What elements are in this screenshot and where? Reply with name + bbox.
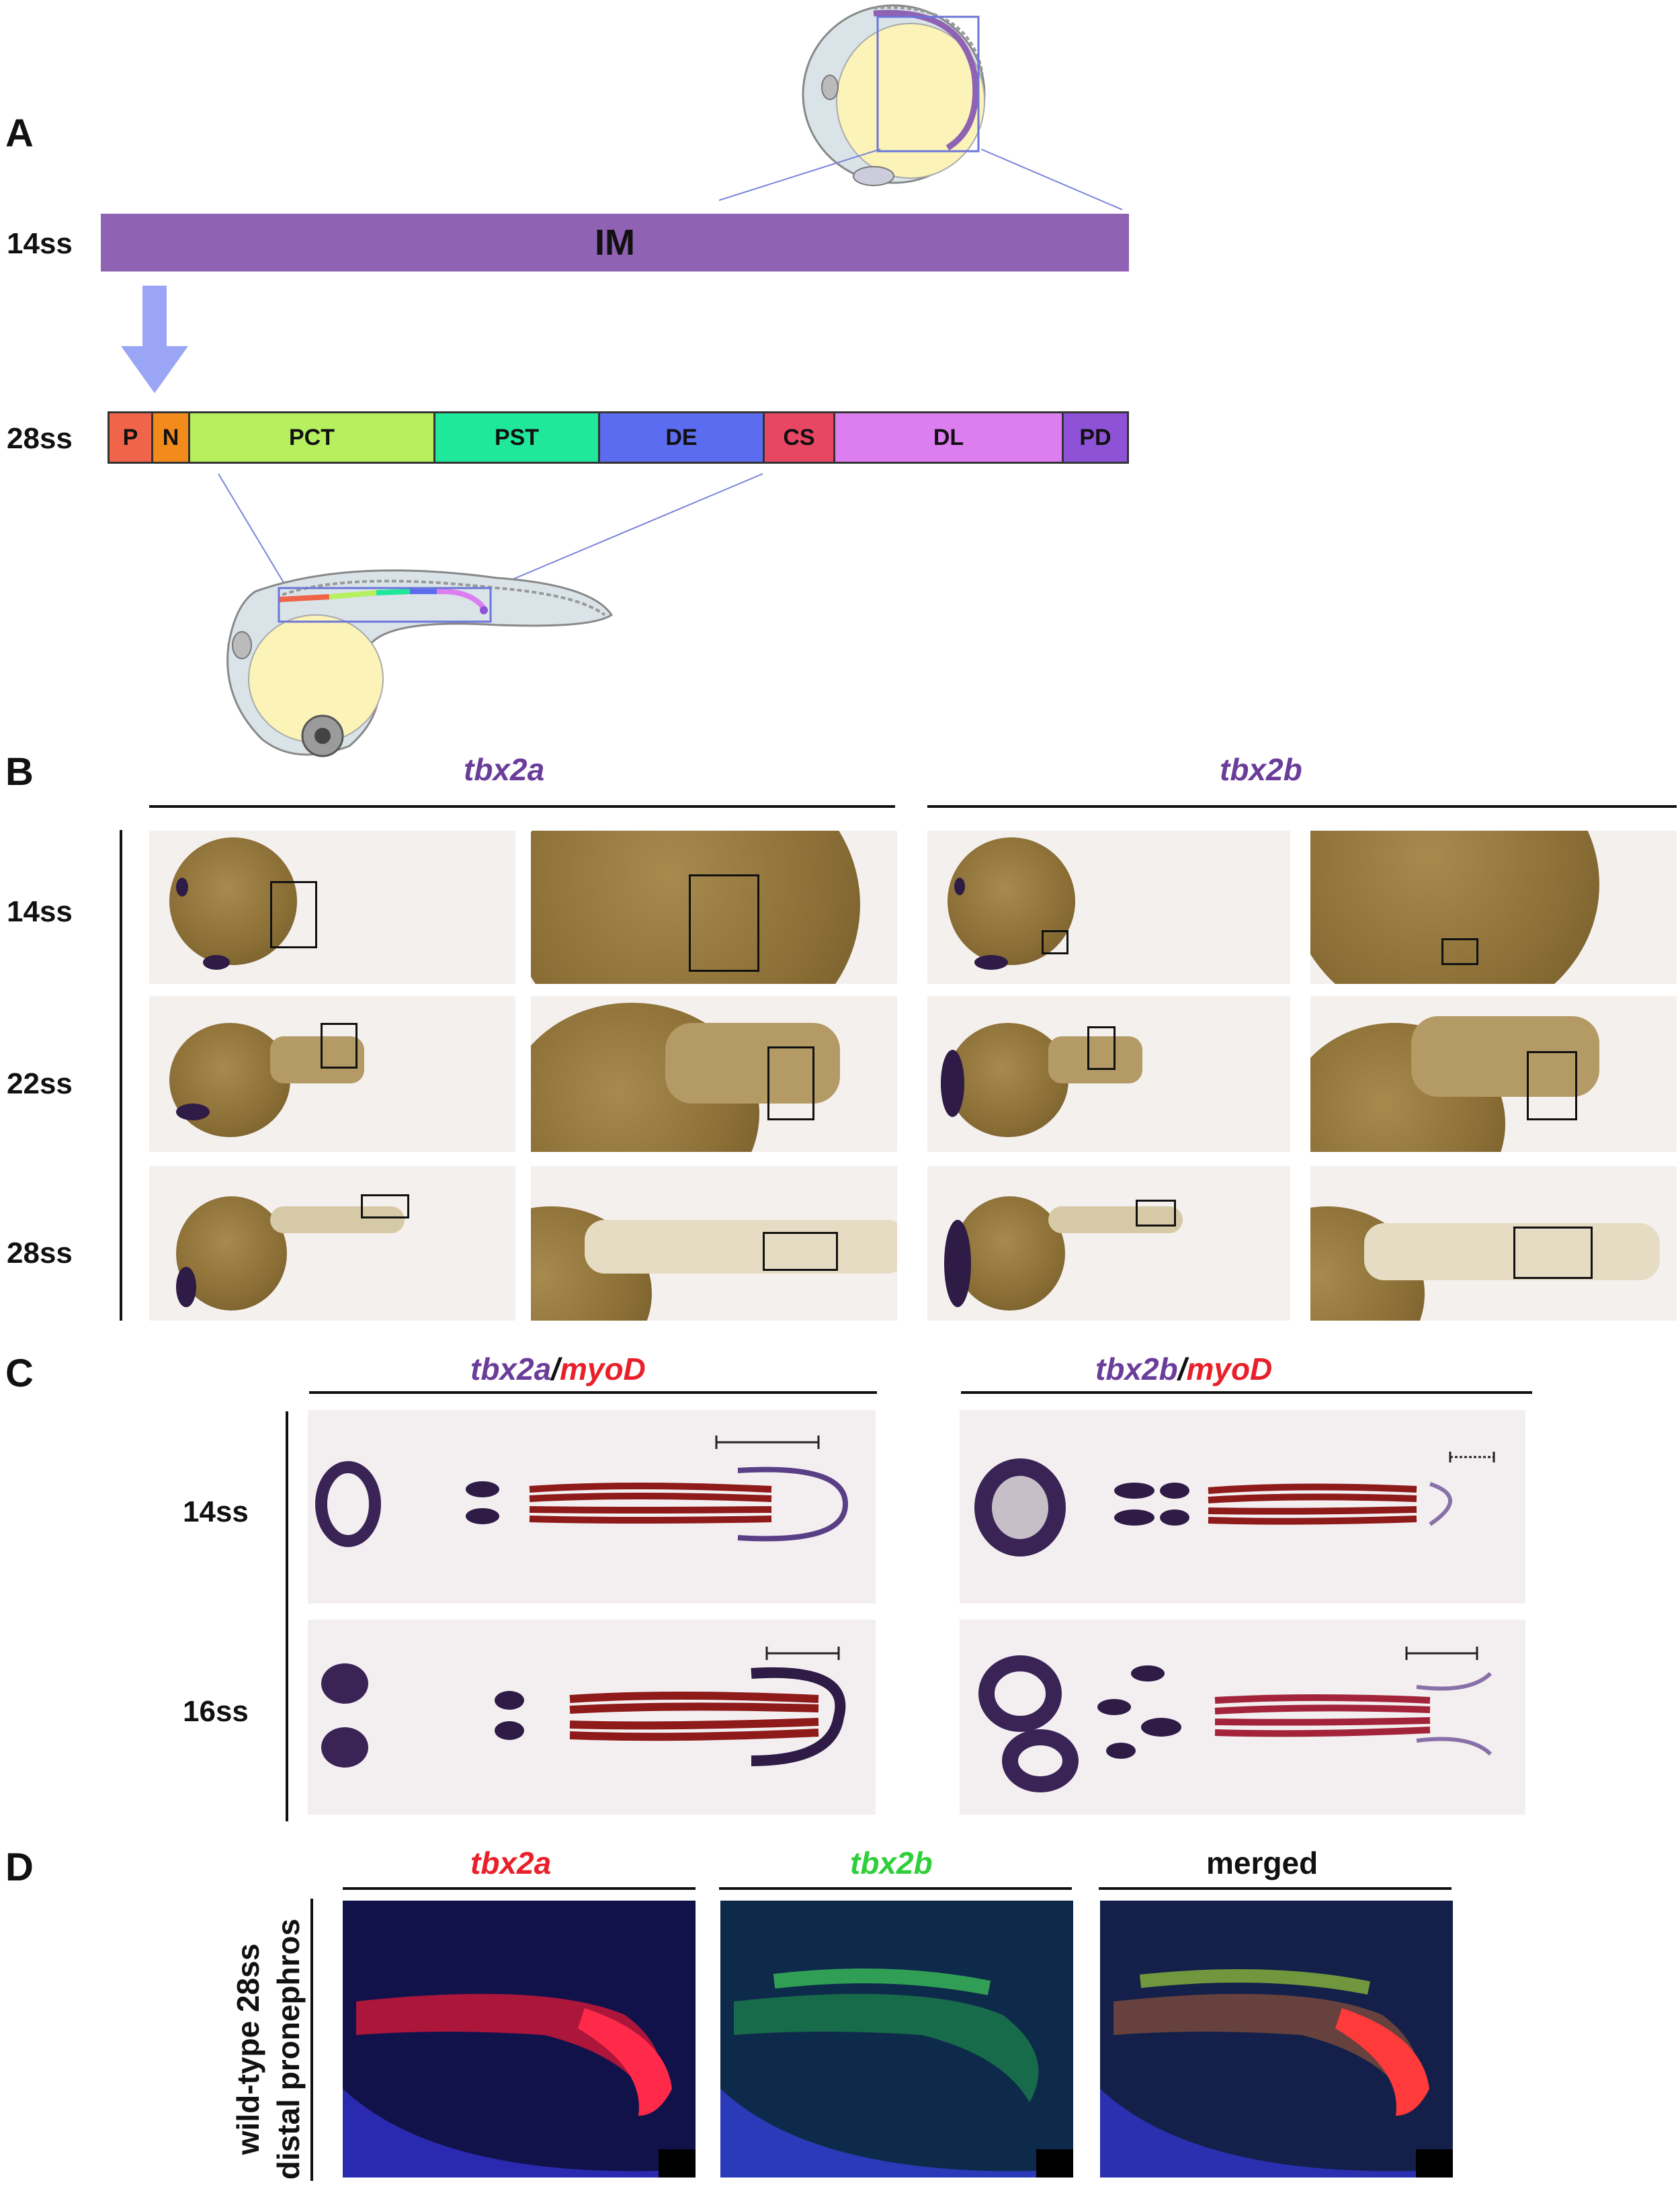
stage-28ss-label: 28ss <box>7 422 73 455</box>
b-photo-tbx2a-28ss-whole <box>149 1166 515 1321</box>
panel-c-side-rule <box>286 1411 288 1821</box>
panel-c-title-b: tbx2b/myoD <box>1095 1351 1272 1387</box>
segment-pct: PCT <box>190 413 435 462</box>
panel-c-letter: C <box>5 1352 34 1395</box>
c-photo-tbx2a-16ss <box>308 1620 876 1815</box>
b-photo-tbx2a-14ss-whole <box>149 831 515 984</box>
panel-d-side-line1: wild-type 28ss <box>230 1943 265 2155</box>
zoom-lines-28ss <box>218 473 763 592</box>
panel-d-title-merged: merged <box>1206 1846 1318 1880</box>
panel-d-rule-red <box>343 1887 696 1890</box>
panel-b-side-rule <box>120 830 122 1321</box>
segment-cs: CS <box>765 413 835 462</box>
b-photo-tbx2b-14ss-zoom <box>1310 831 1677 984</box>
segment-de: DE <box>600 413 765 462</box>
segment-pst: PST <box>435 413 600 462</box>
panel-c-title-a-slash: / <box>551 1352 560 1386</box>
panel-d-rule-green <box>719 1887 1072 1890</box>
panel-a-letter: A <box>5 112 34 155</box>
segment-dl: DL <box>835 413 1064 462</box>
panel-c-title-a-myod: myoD <box>559 1352 646 1386</box>
panel-c-stage-2: 16ss <box>183 1695 249 1728</box>
panel-d-side-label: wild-type 28ss distal pronephros <box>228 1901 308 2197</box>
nephron-segment-bar: P N PCT PST DE CS DL PD <box>108 411 1129 464</box>
panel-c-title-b-slash: / <box>1177 1352 1187 1386</box>
panel-c-title-a: tbx2a/myoD <box>470 1351 646 1387</box>
embryo-14ss-schematic <box>802 4 986 186</box>
panel-d-title-green: tbx2b <box>850 1846 933 1880</box>
b-photo-tbx2b-28ss-zoom <box>1310 1166 1677 1321</box>
im-bar: IM <box>101 214 1129 272</box>
d-photo-tbx2b-green <box>720 1901 1073 2178</box>
panel-b-gene-b: tbx2b <box>1220 752 1302 787</box>
panel-b-stage-3: 28ss <box>7 1237 73 1270</box>
segment-p: P <box>110 413 153 462</box>
c-photo-tbx2b-14ss <box>960 1410 1525 1604</box>
c-photo-tbx2b-16ss <box>960 1620 1525 1815</box>
panel-b-rule-b <box>927 805 1677 808</box>
panel-c-title-a-gene: tbx2a <box>470 1352 552 1386</box>
panel-d-side-rule <box>310 1899 313 2181</box>
c-photo-tbx2a-14ss <box>308 1410 876 1604</box>
segment-n: N <box>153 413 190 462</box>
b-photo-tbx2a-14ss-zoom <box>531 831 897 984</box>
panel-b-stage-1: 14ss <box>7 895 73 928</box>
b-photo-tbx2b-22ss-whole <box>927 996 1290 1152</box>
panel-d-rule-merged <box>1099 1887 1452 1890</box>
panel-d-letter: D <box>5 1846 34 1889</box>
panel-c-stage-1: 14ss <box>183 1495 249 1528</box>
b-photo-tbx2a-22ss-whole <box>149 996 515 1152</box>
b-photo-tbx2a-22ss-zoom <box>531 996 897 1152</box>
b-photo-tbx2b-14ss-whole <box>927 831 1290 984</box>
b-photo-tbx2a-28ss-zoom <box>531 1166 897 1321</box>
panel-c-title-b-myod: myoD <box>1186 1352 1273 1386</box>
im-label: IM <box>595 222 635 263</box>
panel-b-rule-a <box>149 805 895 808</box>
panel-b-stage-2: 22ss <box>7 1067 73 1100</box>
panel-c-title-b-gene: tbx2b <box>1095 1352 1178 1386</box>
panel-c-rule-b <box>961 1391 1532 1394</box>
segment-pd: PD <box>1064 413 1127 462</box>
panel-d-title-red: tbx2a <box>470 1846 552 1880</box>
stage-14ss-label: 14ss <box>7 227 73 260</box>
panel-d-side-line2: distal pronephros <box>271 1918 306 2180</box>
down-arrow <box>121 286 188 393</box>
panel-b-gene-a: tbx2a <box>464 752 545 787</box>
zoom-lines-14ss <box>719 149 1122 210</box>
b-photo-tbx2b-28ss-whole <box>927 1166 1290 1321</box>
d-photo-merged <box>1100 1901 1453 2178</box>
panel-b-letter: B <box>5 750 34 794</box>
panel-c-rule-a <box>309 1391 877 1394</box>
d-photo-tbx2a-red <box>343 1901 696 2178</box>
b-photo-tbx2b-22ss-zoom <box>1310 996 1677 1152</box>
embryo-28ss-schematic <box>226 569 614 757</box>
